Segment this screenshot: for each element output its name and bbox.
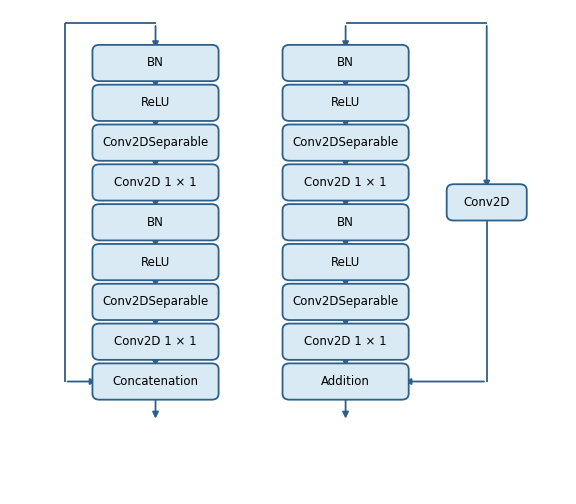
FancyBboxPatch shape [282,324,408,360]
Text: Conv2D 1 × 1: Conv2D 1 × 1 [114,176,197,189]
Text: Conv2DSeparable: Conv2DSeparable [293,295,399,308]
Text: Conv2D 1 × 1: Conv2D 1 × 1 [304,335,387,348]
Text: Conv2DSeparable: Conv2DSeparable [103,295,209,308]
FancyBboxPatch shape [92,124,219,161]
FancyBboxPatch shape [282,284,408,320]
FancyBboxPatch shape [447,184,526,221]
Text: ReLU: ReLU [331,256,360,269]
FancyBboxPatch shape [282,204,408,240]
Text: BN: BN [337,56,354,70]
Text: ReLU: ReLU [331,96,360,109]
Text: Addition: Addition [321,375,370,388]
FancyBboxPatch shape [92,164,219,201]
FancyBboxPatch shape [282,45,408,81]
FancyBboxPatch shape [92,85,219,121]
FancyBboxPatch shape [282,244,408,280]
FancyBboxPatch shape [282,164,408,201]
Text: Conv2D 1 × 1: Conv2D 1 × 1 [304,176,387,189]
Text: ReLU: ReLU [141,256,170,269]
Text: ReLU: ReLU [141,96,170,109]
Text: Conv2DSeparable: Conv2DSeparable [103,136,209,149]
FancyBboxPatch shape [92,45,219,81]
Text: Concatenation: Concatenation [112,375,199,388]
FancyBboxPatch shape [92,204,219,240]
Text: BN: BN [147,216,164,229]
Text: Conv2DSeparable: Conv2DSeparable [293,136,399,149]
FancyBboxPatch shape [92,244,219,280]
FancyBboxPatch shape [282,124,408,161]
FancyBboxPatch shape [92,324,219,360]
Text: BN: BN [147,56,164,70]
Text: Conv2D: Conv2D [464,196,510,209]
FancyBboxPatch shape [92,284,219,320]
FancyBboxPatch shape [282,363,408,400]
FancyBboxPatch shape [92,363,219,400]
Text: Conv2D 1 × 1: Conv2D 1 × 1 [114,335,197,348]
FancyBboxPatch shape [282,85,408,121]
Text: BN: BN [337,216,354,229]
